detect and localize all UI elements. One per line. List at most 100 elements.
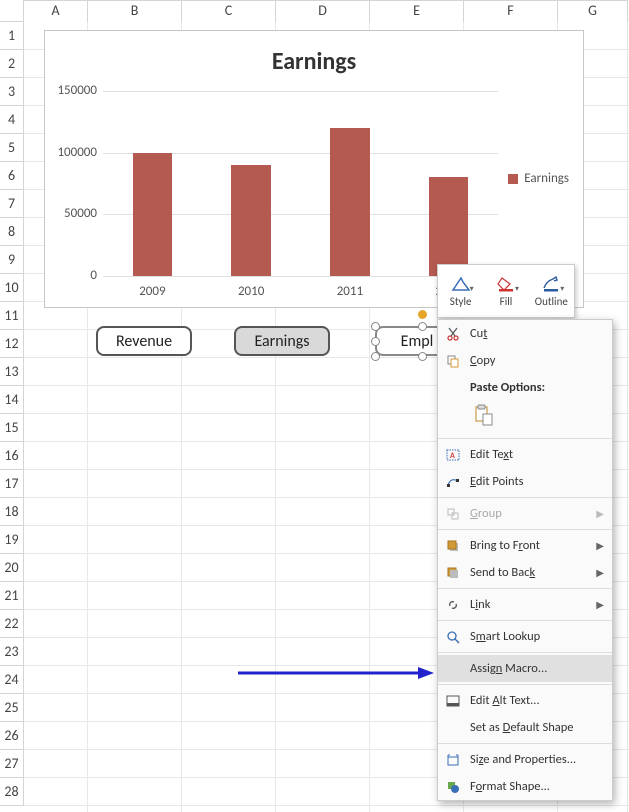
ctx-set-default[interactable]: Set as Default Shape: [438, 714, 612, 741]
ctx-edit-text[interactable]: A Edit Text: [438, 441, 612, 468]
ctx-bring-front[interactable]: Bring to Front ▶: [438, 532, 612, 559]
x-axis-tick-label: 2011: [301, 284, 400, 299]
selection-handle-nw[interactable]: [371, 322, 380, 331]
selection-handle-n[interactable]: [418, 322, 427, 331]
row-header[interactable]: 12: [0, 330, 24, 358]
row-header[interactable]: 23: [0, 638, 24, 666]
column-header[interactable]: G: [558, 1, 628, 23]
chart-bar: [133, 153, 173, 276]
outline-icon: ▾: [540, 275, 562, 293]
svg-text:A: A: [450, 451, 455, 461]
column-header[interactable]: A: [24, 1, 88, 23]
row-header[interactable]: 4: [0, 106, 24, 134]
earnings-shape-button[interactable]: Earnings: [234, 326, 330, 356]
ctx-format-shape[interactable]: Format Shape...: [438, 773, 612, 800]
column-header[interactable]: F: [464, 1, 558, 23]
selection-handle-s[interactable]: [418, 352, 427, 361]
row-header[interactable]: 20: [0, 554, 24, 582]
group-icon: [444, 505, 462, 523]
row-header[interactable]: 7: [0, 190, 24, 218]
style-icon: ▾: [450, 275, 472, 293]
column-header[interactable]: B: [88, 1, 182, 23]
revenue-shape-button[interactable]: Revenue: [96, 326, 192, 356]
ctx-edit-points[interactable]: Edit Points: [438, 468, 612, 495]
context-menu: Cut Copy Paste Options: A Edit Text Edit…: [437, 319, 613, 801]
row-header[interactable]: 24: [0, 666, 24, 694]
row-header[interactable]: 14: [0, 386, 24, 414]
ctx-assign-macro[interactable]: Assign Macro...: [438, 655, 612, 682]
fill-button[interactable]: ▾ Fill: [483, 265, 528, 317]
column-header[interactable]: C: [182, 1, 276, 23]
alt-text-icon: [444, 692, 462, 710]
row-header[interactable]: 25: [0, 694, 24, 722]
chart-title: Earnings: [45, 47, 583, 76]
ctx-copy[interactable]: Copy: [438, 347, 612, 374]
row-header[interactable]: 2: [0, 50, 24, 78]
ctx-format-shape-label: Format Shape...: [470, 779, 604, 794]
legend-swatch: [508, 174, 518, 184]
ctx-edit-alt[interactable]: Edit Alt Text...: [438, 687, 612, 714]
blank-icon: [444, 719, 462, 737]
legend-label: Earnings: [524, 171, 569, 186]
selection-handle-sw[interactable]: [371, 352, 380, 361]
bring-front-icon: [444, 537, 462, 555]
revenue-label: Revenue: [116, 332, 172, 351]
style-button[interactable]: ▾ Style: [438, 265, 483, 317]
column-headers: ABCDEFG: [24, 0, 628, 22]
ctx-send-back[interactable]: Send to Back ▶: [438, 559, 612, 586]
select-all-corner[interactable]: [0, 0, 24, 22]
row-header[interactable]: 16: [0, 442, 24, 470]
ctx-separator: [438, 684, 612, 685]
row-header[interactable]: 13: [0, 358, 24, 386]
ctx-separator: [438, 743, 612, 744]
send-back-icon: [444, 564, 462, 582]
y-axis-tick-label: 50000: [47, 206, 97, 221]
row-header[interactable]: 27: [0, 750, 24, 778]
rotation-handle[interactable]: [418, 310, 427, 319]
size-props-icon: [444, 751, 462, 769]
ctx-copy-label: Copy: [470, 353, 604, 368]
row-header[interactable]: 1: [0, 22, 24, 50]
ctx-bring-front-label: Bring to Front: [470, 538, 588, 553]
ctx-link[interactable]: Link ▶: [438, 591, 612, 618]
row-header[interactable]: 18: [0, 498, 24, 526]
ctx-link-label: Link: [470, 597, 588, 612]
submenu-arrow-icon: ▶: [596, 539, 604, 552]
ctx-cut[interactable]: Cut: [438, 320, 612, 347]
ctx-separator: [438, 438, 612, 439]
row-header[interactable]: 19: [0, 526, 24, 554]
row-header[interactable]: 10: [0, 274, 24, 302]
earnings-label: Earnings: [254, 332, 309, 351]
row-header[interactable]: 6: [0, 162, 24, 190]
row-header[interactable]: 5: [0, 134, 24, 162]
row-header[interactable]: 8: [0, 218, 24, 246]
row-header[interactable]: 3: [0, 78, 24, 106]
ctx-separator: [438, 497, 612, 498]
chart-bar: [231, 165, 271, 276]
row-header[interactable]: 17: [0, 470, 24, 498]
row-headers: 1234567891011121314151617181920212223242…: [0, 22, 24, 806]
row-header[interactable]: 15: [0, 414, 24, 442]
ctx-set-default-label: Set as Default Shape: [470, 720, 604, 735]
paste-option-default[interactable]: [470, 401, 498, 429]
callout-arrow: [236, 667, 434, 677]
ctx-separator: [438, 588, 612, 589]
column-header[interactable]: E: [370, 1, 464, 23]
employees-shape-button[interactable]: Empl: [375, 326, 445, 356]
row-header[interactable]: 22: [0, 610, 24, 638]
ctx-size-props-label: Size and Properties...: [470, 752, 604, 767]
ctx-paste-header: Paste Options:: [438, 374, 612, 397]
ctx-smart-lookup-label: Smart Lookup: [470, 629, 604, 644]
row-header[interactable]: 26: [0, 722, 24, 750]
row-header[interactable]: 11: [0, 302, 24, 330]
ctx-edit-text-label: Edit Text: [470, 447, 604, 462]
ctx-size-props[interactable]: Size and Properties...: [438, 746, 612, 773]
row-header[interactable]: 28: [0, 778, 24, 806]
row-header[interactable]: 9: [0, 246, 24, 274]
outline-button[interactable]: ▾ Outline: [529, 265, 574, 317]
row-header[interactable]: 21: [0, 582, 24, 610]
link-icon: [444, 596, 462, 614]
column-header[interactable]: D: [276, 1, 370, 23]
ctx-smart-lookup[interactable]: Smart Lookup: [438, 623, 612, 650]
selection-handle-w[interactable]: [371, 337, 380, 346]
